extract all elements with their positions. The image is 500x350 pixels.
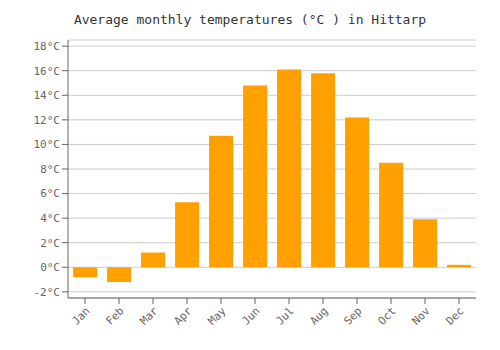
svg-text:Nov: Nov bbox=[409, 304, 433, 328]
svg-text:-2°C: -2°C bbox=[34, 286, 61, 299]
svg-text:0°C: 0°C bbox=[40, 261, 60, 274]
svg-text:Jun: Jun bbox=[239, 304, 262, 327]
svg-text:Mar: Mar bbox=[137, 304, 161, 328]
svg-text:Sep: Sep bbox=[341, 304, 364, 327]
svg-text:8°C: 8°C bbox=[40, 163, 60, 176]
svg-text:14°C: 14°C bbox=[34, 89, 61, 102]
svg-text:Jul: Jul bbox=[273, 304, 296, 327]
svg-text:18°C: 18°C bbox=[34, 40, 61, 53]
svg-text:Apr: Apr bbox=[171, 304, 195, 328]
svg-text:May: May bbox=[205, 304, 229, 328]
html-text:Average monthly temperatures (: Average monthly temperatures (°C ) in Hi… bbox=[73, 12, 427, 27]
svg-text:10°C: 10°C bbox=[34, 138, 61, 151]
svg-text:2°C: 2°C bbox=[40, 237, 60, 250]
svg-text:12°C: 12°C bbox=[34, 114, 61, 127]
svg-text:Aug: Aug bbox=[307, 304, 330, 327]
svg-text:4°C: 4°C bbox=[40, 212, 60, 225]
svg-text:6°C: 6°C bbox=[40, 187, 60, 200]
svg-text:Jan: Jan bbox=[69, 304, 92, 327]
svg-text:Dec: Dec bbox=[443, 304, 466, 327]
svg-text:Feb: Feb bbox=[103, 304, 126, 327]
svg-text:16°C: 16°C bbox=[34, 65, 61, 78]
svg-text:Oct: Oct bbox=[375, 304, 398, 327]
